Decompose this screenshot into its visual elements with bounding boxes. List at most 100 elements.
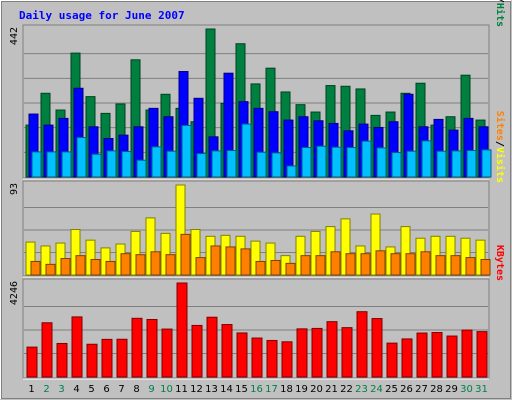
bar-kbytes: [311, 327, 323, 378]
bar-kbytes: [176, 282, 188, 378]
bar-pages: [256, 151, 267, 178]
bar-pages: [421, 140, 432, 178]
bar-pages: [166, 150, 177, 178]
bar-kbytes: [341, 327, 353, 378]
bar-sites: [120, 253, 131, 276]
x-tick-label: 24: [370, 384, 383, 395]
x-tick-label: 28: [430, 384, 443, 395]
bar-sites: [435, 255, 446, 276]
x-axis-day-labels: 1 2 3 4 5 6 7 8 9 10 11 12 13 14 15 16 17 18 19 20 21 22 23 24 2…: [28, 384, 488, 395]
bar-pages: [436, 150, 447, 178]
x-tick-label: 12: [190, 384, 203, 395]
bar-pages: [271, 152, 282, 178]
bar-pages: [316, 145, 327, 178]
legend-segment: /: [494, 141, 505, 147]
bar-kbytes: [461, 329, 473, 378]
bar-sites: [270, 259, 281, 276]
bar-sites: [465, 257, 476, 276]
panel-max-label: 442: [9, 27, 20, 45]
bar-sites: [225, 246, 236, 276]
panel-series-legend: Pages/Files/Hits: [494, 0, 506, 27]
bar-kbytes: [206, 316, 218, 378]
chart-panels: 442Pages/Files/Hits93Sites/Visits4246KBy…: [9, 0, 506, 380]
bar-pages: [481, 149, 492, 178]
bar-sites: [300, 255, 311, 276]
legend-segment: /: [494, 0, 505, 3]
bar-sites: [105, 260, 116, 276]
bar-kbytes: [146, 319, 158, 378]
x-tick-label: 30: [460, 384, 473, 395]
bar-pages: [391, 152, 402, 178]
bar-kbytes: [71, 316, 83, 378]
bar-sites: [420, 251, 431, 276]
x-tick-label: 17: [265, 384, 278, 395]
x-tick-label: 5: [88, 384, 94, 395]
bar-sites: [150, 251, 161, 276]
x-tick-label: 10: [160, 384, 173, 395]
bar-pages: [226, 150, 237, 178]
bar-sites: [255, 260, 266, 276]
bar-kbytes: [131, 317, 143, 378]
x-tick-label: 20: [310, 384, 323, 395]
bar-kbytes: [161, 328, 173, 378]
x-tick-label: 18: [280, 384, 293, 395]
bar-sites: [165, 254, 176, 276]
panel-max-label: 4246: [9, 281, 20, 305]
bar-sites: [315, 255, 326, 276]
x-tick-label: 26: [400, 384, 413, 395]
bar-sites: [360, 253, 371, 276]
x-tick-label: 6: [103, 384, 109, 395]
bar-kbytes: [371, 318, 383, 378]
bar-pages: [466, 150, 477, 178]
bar-kbytes: [401, 338, 413, 378]
bar-kbytes: [281, 341, 293, 378]
bar-sites: [195, 257, 206, 276]
bar-pages: [361, 140, 372, 178]
bar-sites: [90, 259, 101, 276]
bar-sites: [45, 263, 56, 276]
bar-kbytes: [86, 343, 98, 378]
bar-pages: [91, 153, 102, 178]
bar-sites: [450, 255, 461, 276]
bar-sites: [375, 250, 386, 276]
bar-sites: [285, 262, 296, 276]
bar-kbytes: [326, 321, 338, 378]
legend-segment: KBytes: [494, 245, 505, 281]
bar-pages: [451, 150, 462, 178]
bar-kbytes: [116, 338, 128, 378]
bar-kbytes: [41, 322, 53, 378]
legend-segment: Visits: [494, 147, 506, 183]
bar-sites: [210, 245, 221, 276]
bar-sites: [405, 253, 416, 276]
x-tick-label: 25: [385, 384, 398, 395]
x-tick-label: 22: [340, 384, 353, 395]
bar-pages: [196, 153, 207, 178]
x-tick-label: 3: [58, 384, 64, 395]
x-tick-label: 15: [235, 384, 248, 395]
bar-pages: [76, 136, 87, 178]
x-tick-label: 9: [148, 384, 154, 395]
bar-sites: [60, 258, 71, 276]
panel-bot: 4246 KBytes: [9, 245, 505, 380]
bar-pages: [46, 151, 57, 178]
bar-sites: [240, 248, 251, 276]
bar-kbytes: [296, 328, 308, 378]
bar-kbytes: [251, 337, 263, 378]
x-tick-label: 21: [325, 384, 338, 395]
x-tick-label: 11: [175, 384, 188, 395]
bar-kbytes: [101, 338, 113, 378]
x-tick-label: 16: [250, 384, 263, 395]
panel-top: 442 Pages/Files/Hits: [9, 0, 506, 180]
bar-pages: [211, 150, 222, 178]
bar-pages: [61, 151, 72, 178]
bar-pages: [136, 159, 147, 178]
bar-sites: [330, 251, 341, 276]
bar-pages: [376, 147, 387, 178]
bar-kbytes: [356, 311, 368, 378]
bar-pages: [331, 146, 342, 178]
bar-pages: [181, 124, 192, 178]
bar-kbytes: [56, 342, 68, 378]
bar-kbytes: [236, 332, 248, 378]
bar-kbytes: [386, 342, 398, 378]
